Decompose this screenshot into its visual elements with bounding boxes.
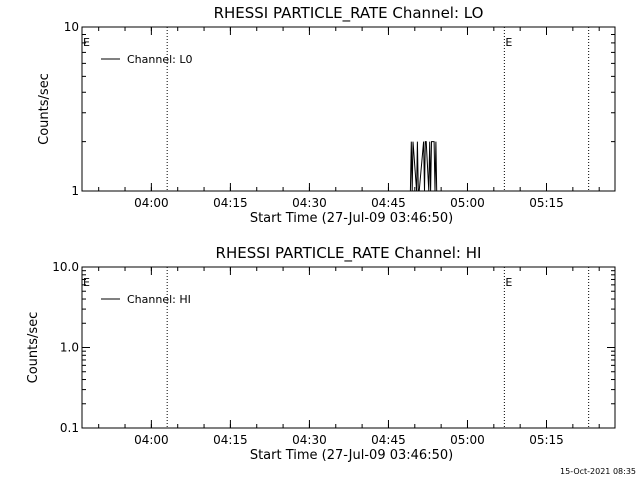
plot-frame-0 [81,26,616,192]
x-axis-label-0: Start Time (27-Jul-09 03:46:50) [250,211,453,226]
x-axis-label-1: Start Time (27-Jul-09 03:46:50) [250,448,453,463]
chart-title-1: RHESSI PARTICLE_RATE Channel: HI [216,244,482,263]
start-marker-label-0: E [83,36,90,49]
x-tick-label-1-4: 05:00 [450,433,485,447]
x-tick-label-1-2: 04:30 [292,433,327,447]
x-tick-label-1-1: 04:15 [213,433,248,447]
series-line-0-0 [409,141,438,192]
y-axis-label-0: Counts/sec [37,73,52,145]
x-tick-label-1-5: 05:15 [529,433,564,447]
y-tick-label-1-0: 10.0 [52,260,79,274]
x-tick-label-1-3: 04:45 [371,433,406,447]
y-tick-label-0-1: 1 [71,184,79,198]
time-marker-label-1-1: E [505,276,512,289]
x-tick-label-0-3: 04:45 [371,196,406,210]
start-marker-label-1: E [83,276,90,289]
y-tick-label-1-1: 1.0 [60,341,79,355]
y-axis-label-1: Counts/sec [26,312,41,384]
plot-frame-1 [81,266,616,429]
x-tick-label-1-0: 04:00 [134,433,169,447]
x-tick-label-0-0: 04:00 [134,196,169,210]
x-tick-label-0-5: 05:15 [529,196,564,210]
x-tick-label-0-1: 04:15 [213,196,248,210]
legend-label-0: Channel: L0 [127,53,193,66]
y-tick-label-1-2: 0.1 [60,421,79,435]
time-marker-label-0-1: E [505,36,512,49]
timestamp-footer: 15-Oct-2021 08:35 [560,467,636,476]
x-tick-label-0-4: 05:00 [450,196,485,210]
x-tick-label-0-2: 04:30 [292,196,327,210]
y-tick-label-0-0: 10 [64,20,79,34]
legend-label-1: Channel: HI [127,293,191,306]
chart-title-0: RHESSI PARTICLE_RATE Channel: LO [214,4,484,23]
